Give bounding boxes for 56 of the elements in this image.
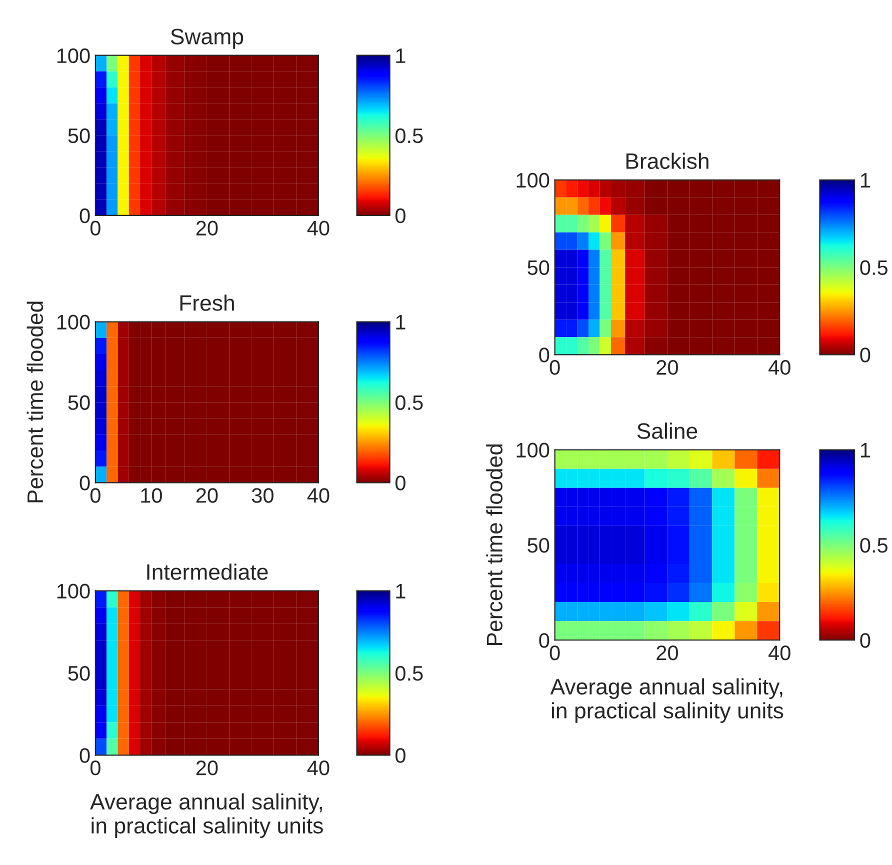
y-tick-label: 0 (80, 208, 90, 224)
color-bar-label: 0.5 (395, 128, 423, 144)
color-bar-label: 1 (860, 173, 870, 188)
x-tick-label: 40 (307, 220, 330, 236)
x-tick-label: 0 (550, 646, 560, 660)
x-tick-label: 40 (307, 760, 330, 776)
y-tick-label: 50 (68, 128, 90, 144)
x-tick-label: 20 (196, 488, 218, 503)
y-tick-label: 100 (516, 172, 550, 188)
x-axis-title: Average annual salinity, in practical salinity units (550, 678, 784, 723)
x-tick-label: 0 (550, 360, 560, 375)
x-tick-label: 20 (656, 360, 678, 375)
color-bar-label: 1 (396, 584, 406, 598)
y-tick-label: 50 (68, 666, 90, 681)
x-tick-label: 0 (90, 760, 100, 776)
color-bar-label: 0.5 (860, 538, 888, 553)
x-tick-label: 40 (768, 360, 790, 375)
x-tick-label: 40 (768, 646, 790, 660)
x-tick-label: 20 (196, 760, 218, 776)
x-tick-label: 10 (141, 488, 162, 503)
chart-title: Intermediate (147, 564, 268, 580)
x-tick-label: 40 (307, 488, 330, 503)
color-bar-label: 0.5 (395, 395, 423, 410)
y-tick-label: 0 (539, 348, 550, 362)
x-tick-label: 20 (656, 646, 678, 660)
color-bar-label: 0 (395, 476, 406, 490)
y-tick-label: 0 (539, 633, 550, 648)
y-tick-label: 50 (68, 395, 90, 410)
x-tick-label: 0 (90, 220, 100, 236)
y-tick-label: 50 (528, 538, 550, 553)
x-tick-label: 20 (196, 220, 218, 236)
chart-title: Fresh (180, 294, 234, 311)
color-bar-label: 0 (860, 633, 870, 648)
chart-title: Brackish (626, 152, 708, 170)
y-axis-title: Percent time flooded (486, 444, 502, 646)
y-tick-label: 50 (528, 260, 550, 276)
y-tick-label: 100 (57, 584, 90, 599)
y-axis-title: Percent time flooded (26, 302, 44, 502)
y-tick-label: 100 (57, 48, 90, 64)
color-bar-label: 0.5 (395, 666, 423, 681)
x-axis-title: Average annual salinity, in practical salinity units (90, 793, 323, 838)
y-tick-label: 100 (516, 442, 550, 458)
x-tick-label: 30 (252, 488, 274, 503)
y-tick-label: 100 (57, 314, 90, 330)
chart-title: Swamp (170, 28, 244, 49)
y-tick-label: 0 (80, 476, 90, 490)
color-bar-label: 0 (395, 748, 406, 763)
color-bar-label: 1 (396, 314, 406, 330)
y-tick-label: 0 (80, 748, 90, 763)
x-tick-label: 0 (90, 488, 100, 503)
chart-title: Saline (637, 422, 698, 439)
color-bar-label: 1 (860, 443, 870, 458)
color-bar-label: 0 (395, 208, 406, 224)
color-bar-label: 0.5 (860, 260, 888, 276)
color-bar-label: 0 (860, 348, 870, 362)
color-bar-label: 1 (396, 48, 406, 63)
